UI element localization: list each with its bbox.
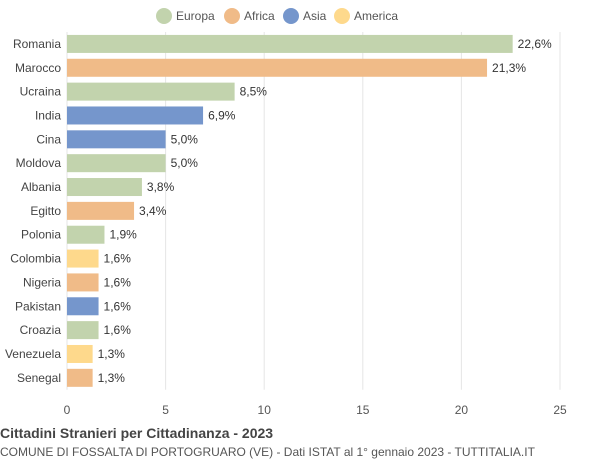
bar <box>67 34 513 53</box>
category-label: Colombia <box>10 252 61 266</box>
x-axis: 0 5 10 15 20 25 <box>64 403 567 417</box>
bar <box>67 225 105 244</box>
legend-label-europa: Europa <box>176 9 215 23</box>
bar <box>67 201 135 220</box>
value-label: 1,3% <box>98 371 126 385</box>
x-tick-label: 15 <box>356 403 370 417</box>
value-label: 3,4% <box>139 204 167 218</box>
legend-swatch-africa <box>224 8 240 24</box>
category-label: Venezuela <box>5 347 61 361</box>
bar <box>67 58 488 77</box>
legend-label-africa: Africa <box>244 9 275 23</box>
category-label: Marocco <box>15 61 61 75</box>
chart-title: Cittadini Stranieri per Cittadinanza - 2… <box>0 425 274 441</box>
value-label: 21,3% <box>492 61 526 75</box>
bar <box>67 106 204 125</box>
category-label: Moldova <box>16 156 62 170</box>
legend: Europa Africa Asia America <box>156 8 398 24</box>
value-label: 1,6% <box>104 252 132 266</box>
bar <box>67 249 99 268</box>
bar <box>67 321 99 340</box>
value-label: 5,0% <box>171 132 199 146</box>
category-label: Nigeria <box>23 275 61 289</box>
chart-subtitle: COMUNE DI FOSSALTA DI PORTOGRUARO (VE) -… <box>0 445 535 459</box>
bar <box>67 130 166 149</box>
bar <box>67 273 99 292</box>
x-tick-label: 5 <box>162 403 169 417</box>
category-label: Croazia <box>20 323 62 337</box>
value-label: 1,6% <box>104 299 132 313</box>
value-label: 1,3% <box>98 347 126 361</box>
legend-label-america: America <box>354 9 398 23</box>
bar <box>67 297 99 316</box>
category-label: Senegal <box>17 371 61 385</box>
bars: Romania 22,6% Marocco 21,3% Ucraina 8,5% India… <box>5 34 552 387</box>
x-tick-label: 10 <box>258 403 272 417</box>
category-label: Romania <box>13 37 61 51</box>
legend-swatch-asia <box>283 8 299 24</box>
x-tick-label: 25 <box>553 403 567 417</box>
x-tick-label: 0 <box>64 403 71 417</box>
bar <box>67 344 93 363</box>
category-label: Egitto <box>30 204 61 218</box>
value-label: 22,6% <box>518 37 552 51</box>
bar <box>67 178 142 197</box>
category-label: Ucraina <box>20 85 62 99</box>
bar-chart: Europa Africa Asia America Romania 22,6% Maro… <box>5 8 567 417</box>
legend-swatch-europa <box>156 8 172 24</box>
bar <box>67 82 235 101</box>
category-label: Pakistan <box>15 299 61 313</box>
legend-swatch-america <box>334 8 350 24</box>
value-label: 6,9% <box>208 108 236 122</box>
value-label: 1,6% <box>104 323 132 337</box>
x-tick-label: 20 <box>455 403 469 417</box>
category-label: Cina <box>36 132 61 146</box>
bar <box>67 368 93 387</box>
value-label: 8,5% <box>240 85 268 99</box>
bar <box>67 154 166 173</box>
category-label: Albania <box>21 180 61 194</box>
legend-label-asia: Asia <box>303 9 327 23</box>
category-label: India <box>35 108 61 122</box>
value-label: 1,9% <box>109 228 137 242</box>
value-label: 1,6% <box>104 275 132 289</box>
value-label: 3,8% <box>147 180 175 194</box>
value-label: 5,0% <box>171 156 199 170</box>
category-label: Polonia <box>21 228 61 242</box>
